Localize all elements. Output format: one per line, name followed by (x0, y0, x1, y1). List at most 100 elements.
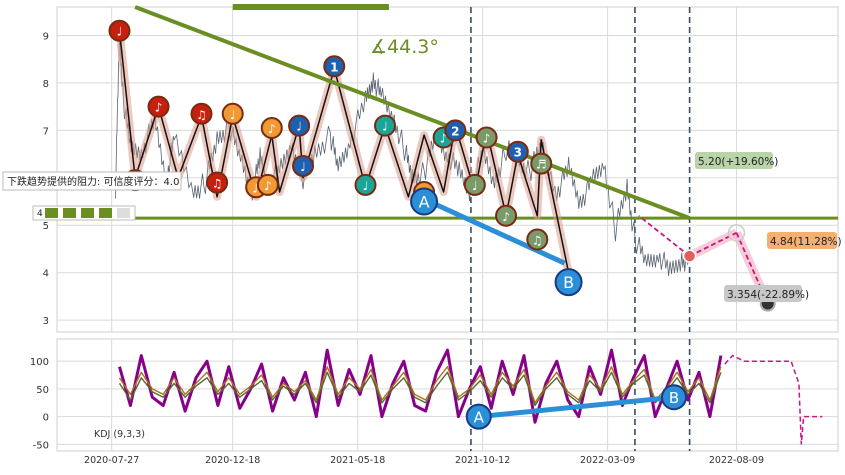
point-a-marker (410, 187, 439, 216)
resistance-label-box (2, 171, 182, 191)
score-star-icon (45, 208, 58, 218)
note-marker (256, 173, 279, 196)
projection-target-line (638, 215, 691, 257)
note-marker-glyph: ♫ (196, 108, 207, 122)
note-marker-glyph: ♪ (268, 122, 276, 136)
score-star-icon (63, 208, 76, 218)
kdj-ab-line (478, 394, 675, 420)
note-marker-glyph: ♪ (483, 131, 491, 145)
kdj-y-tick-label: 0 (43, 413, 49, 424)
note-marker-glyph: ♩ (117, 25, 123, 39)
note-marker (147, 95, 170, 118)
note-marker (530, 152, 553, 175)
note-marker-glyph: ♩ (382, 120, 388, 134)
note-marker-glyph: ♩ (472, 179, 478, 193)
note-marker (323, 55, 346, 78)
resistance-score-icons (45, 208, 130, 218)
note-marker (221, 102, 244, 125)
note-marker-glyph: 2 (451, 124, 459, 138)
note-marker-glyph: 1 (330, 60, 338, 74)
note-marker (288, 114, 311, 137)
kdj-k-line (118, 348, 723, 424)
note-marker-glyph: ♩ (300, 160, 306, 174)
kdj-y-tick-label: 50 (36, 385, 49, 396)
price-y-tick-label: 8 (43, 79, 49, 90)
resistance-score-label: 4 (37, 209, 43, 219)
note-marker-glyph: ♪ (264, 179, 272, 193)
note-marker-glyph: ♩ (363, 179, 369, 193)
note-marker-glyph: ♪ (502, 210, 510, 224)
point-a-label: A (419, 193, 430, 212)
target-up-label: 5.20(+19.60%) (698, 156, 778, 168)
kdj-point-b-label: B (669, 389, 679, 407)
kdj-point-a-label: A (474, 409, 485, 427)
kdj-projection-line (724, 354, 823, 445)
note-marker (444, 119, 467, 142)
grid-layer (57, 7, 838, 451)
note-marker-glyph: ♩ (230, 108, 236, 122)
trendline-layer (134, 5, 691, 221)
note-marker (108, 19, 131, 42)
price-y-tick-label: 9 (43, 31, 49, 42)
zigzag-line (118, 30, 570, 273)
marker-layer: ♩♩♪♫♫♩♪♪♪♩♩1♩♩♫♪2♩♪♪3♫♬AB (108, 19, 583, 297)
note-marker (506, 140, 529, 163)
target-down-label: 3.354(-22.89%) (727, 289, 809, 301)
note-marker (354, 173, 377, 196)
point-b-label: B (563, 273, 574, 292)
note-marker (475, 126, 498, 149)
x-tick-label: 2020-12-18 (205, 455, 260, 466)
x-axis: 2020-07-27 2020-12-18 2021-05-18 2021-10-12… (84, 455, 764, 466)
kdj-title: KDJ (9,3,3) (94, 429, 145, 440)
score-star-icon (117, 208, 130, 218)
note-marker (526, 228, 549, 251)
kdj-y-tick-label: -50 (33, 440, 49, 451)
target-down-box (724, 285, 802, 302)
projection-mid-ring (727, 224, 746, 242)
price-y-tick-label: 4 (43, 269, 49, 280)
target-mid-box (767, 232, 837, 249)
ab-line (423, 196, 566, 266)
note-marker-glyph: 3 (514, 146, 522, 160)
note-marker-glyph: ♫ (532, 233, 543, 247)
ab-line-layer (423, 196, 566, 266)
resistance-label: 下跌趋势提供的阻力: 可信度评分：4.0 (7, 175, 179, 188)
projection-start-dot (682, 249, 697, 263)
note-marker (495, 204, 518, 227)
x-tick-label: 2020-07-27 (84, 455, 139, 466)
note-marker (374, 114, 397, 137)
price-y-tick-label: 5 (43, 221, 49, 232)
zigzag-line-layer (118, 30, 570, 273)
score-star-icon (81, 208, 94, 218)
target-mid-label: 4.84(11.28%) (770, 236, 842, 248)
note-marker (463, 173, 486, 196)
note-marker (190, 102, 213, 125)
x-tick-label: 2022-03-09 (580, 455, 635, 466)
x-tick-label: 2021-05-18 (330, 455, 385, 466)
downtrend-line (134, 5, 691, 221)
angle-label: ∡44.3° (370, 36, 439, 58)
note-marker-glyph: ♬ (536, 158, 547, 172)
x-tick-label: 2021-10-12 (455, 455, 510, 466)
kdj-y-axis: -50 0 50 100 (30, 357, 49, 451)
note-marker (260, 116, 283, 139)
note-marker (292, 154, 315, 177)
kdj-point-a-marker (465, 403, 492, 430)
kdj-point-b-marker (660, 384, 687, 411)
note-marker-glyph: ♩ (296, 120, 302, 134)
note-marker-glyph: ♫ (212, 177, 223, 191)
kdj-y-tick-label: 100 (30, 357, 49, 368)
price-y-tick-label: 7 (43, 126, 49, 137)
support-line-layer (57, 4, 838, 220)
kdj-series-layer: AB (118, 348, 823, 445)
kdj-d-line (118, 366, 722, 404)
note-marker-glyph: ♪ (252, 181, 260, 195)
note-marker-glyph: ♪ (155, 101, 163, 115)
note-marker-glyph: ♪ (440, 131, 448, 145)
kdj-j-line (118, 371, 722, 407)
score-star-icon (99, 208, 112, 218)
note-marker (206, 171, 229, 194)
point-b-marker (554, 268, 583, 297)
